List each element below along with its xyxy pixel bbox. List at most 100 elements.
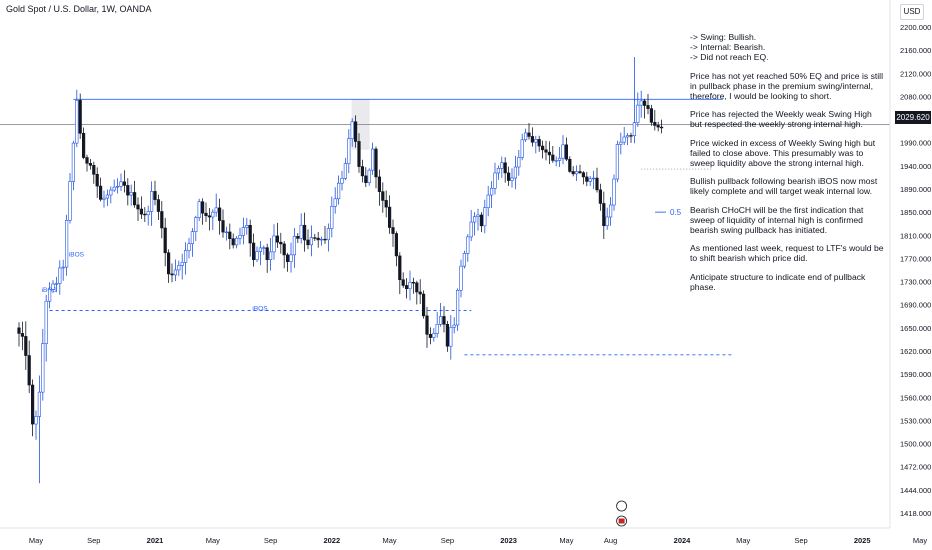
candle-body bbox=[438, 316, 443, 325]
price-tick-label: 2120.000 bbox=[900, 69, 931, 78]
candle-body bbox=[54, 283, 58, 285]
candle-body bbox=[486, 194, 490, 209]
candle-body bbox=[469, 221, 473, 238]
candle-body bbox=[449, 326, 453, 347]
candle-body bbox=[377, 176, 382, 192]
candle-body bbox=[394, 233, 399, 257]
candle-body bbox=[319, 238, 324, 241]
candle-body bbox=[330, 206, 334, 229]
candle-body bbox=[411, 282, 416, 284]
candle-body bbox=[296, 236, 300, 239]
candle-body bbox=[224, 231, 229, 234]
candle-body bbox=[262, 247, 266, 249]
candle-body bbox=[357, 141, 361, 167]
candle-body bbox=[167, 252, 171, 275]
candle-body bbox=[370, 148, 375, 171]
candle-body bbox=[268, 251, 273, 260]
candle-body bbox=[445, 323, 450, 347]
candle-body bbox=[656, 125, 660, 128]
candle-body bbox=[143, 213, 147, 216]
price-tick-label: 1418.000 bbox=[900, 509, 931, 518]
candle-body bbox=[384, 200, 388, 208]
candle-body bbox=[527, 132, 531, 137]
note-line: Anticipate structure to indicate end of … bbox=[690, 271, 866, 282]
note-line: Price has not yet reached 50% EQ and pri… bbox=[690, 70, 883, 81]
candle-body bbox=[649, 108, 653, 123]
currency-label[interactable]: USD bbox=[900, 4, 924, 20]
candle-body bbox=[612, 178, 616, 206]
candle-body bbox=[421, 293, 426, 317]
candle-body bbox=[302, 224, 307, 241]
candle-body bbox=[343, 163, 348, 179]
candle-body bbox=[591, 177, 596, 180]
note-paragraph: Price wicked in excess of Weekly Swing h… bbox=[690, 138, 885, 169]
candle-body bbox=[574, 171, 579, 175]
candle-body bbox=[265, 247, 269, 260]
candle-body bbox=[146, 211, 150, 216]
price-tick-label: 1650.000 bbox=[900, 324, 931, 333]
candle-body bbox=[109, 189, 113, 196]
candle-body bbox=[17, 327, 21, 334]
candle-body bbox=[459, 265, 463, 291]
note-line: sweep liquidity above the strong interna… bbox=[690, 158, 864, 169]
current-price-tag: 2029.620 bbox=[895, 111, 931, 124]
candle-body bbox=[160, 211, 164, 229]
candle-body bbox=[75, 100, 79, 144]
candle-body bbox=[520, 139, 524, 158]
note-line: likely complete and will target weak int… bbox=[690, 186, 872, 197]
candle-body bbox=[496, 168, 501, 174]
eq-label: 0.5 bbox=[670, 208, 682, 217]
lightning-icon[interactable] bbox=[616, 500, 627, 512]
note-line: in pullback phase in the premium swing/i… bbox=[690, 80, 873, 91]
time-tick-label: May bbox=[736, 536, 750, 545]
candle-body bbox=[30, 384, 35, 425]
candle-body bbox=[187, 243, 191, 251]
candle-body bbox=[112, 186, 116, 191]
candle-body bbox=[153, 191, 157, 200]
candle-body bbox=[279, 241, 283, 245]
candle-body bbox=[479, 214, 484, 227]
note-paragraph: -> Swing: Bullish. -> Internal: Bearish. -… bbox=[690, 32, 885, 63]
candle-body bbox=[659, 126, 664, 129]
candle-body bbox=[493, 172, 497, 189]
time-tick-label: May bbox=[913, 536, 927, 545]
candle-body bbox=[557, 157, 562, 161]
time-tick-label: Aug bbox=[604, 536, 617, 545]
note-line: to shift bearish which price did. bbox=[690, 253, 808, 264]
candle-body bbox=[133, 192, 137, 206]
time-tick-label: May bbox=[383, 536, 397, 545]
candle-body bbox=[435, 324, 439, 334]
candle-body bbox=[489, 187, 494, 196]
note-paragraph: Anticipate structure to indicate end of … bbox=[690, 272, 885, 292]
note-line: Price wicked in excess of Weekly Swing h… bbox=[690, 137, 876, 148]
note-line: -> Internal: Bearish. bbox=[690, 42, 766, 53]
time-tick-label: 2024 bbox=[674, 536, 692, 545]
candle-body bbox=[625, 135, 630, 138]
candle-body bbox=[129, 192, 133, 196]
candle-body bbox=[92, 165, 96, 175]
note-paragraph: Bearish CHoCH will be the first indicati… bbox=[690, 205, 885, 236]
candle-body bbox=[554, 160, 558, 162]
candle-body bbox=[231, 238, 235, 246]
candle-body bbox=[68, 181, 72, 221]
candle-body bbox=[578, 171, 582, 174]
candle-body bbox=[629, 135, 633, 137]
candle-body bbox=[364, 175, 368, 183]
candle-body bbox=[252, 242, 256, 261]
candle-body bbox=[425, 315, 429, 335]
candle-body bbox=[27, 355, 31, 386]
candle-body bbox=[99, 185, 103, 200]
price-tick-label: 1940.000 bbox=[900, 162, 931, 171]
candle-body bbox=[642, 100, 647, 106]
candle-body bbox=[34, 416, 38, 425]
candle-body bbox=[65, 220, 69, 268]
candle-body bbox=[632, 122, 636, 136]
price-tick-label: 1620.000 bbox=[900, 347, 931, 356]
note-line: Bearish CHoCH will be the first indicati… bbox=[690, 204, 864, 215]
candle-body bbox=[537, 139, 541, 147]
price-tick-label: 1590.000 bbox=[900, 370, 931, 379]
note-line: bearish swing pullback has initiated. bbox=[690, 225, 828, 236]
candle-body bbox=[201, 201, 205, 214]
candle-body bbox=[595, 177, 599, 191]
